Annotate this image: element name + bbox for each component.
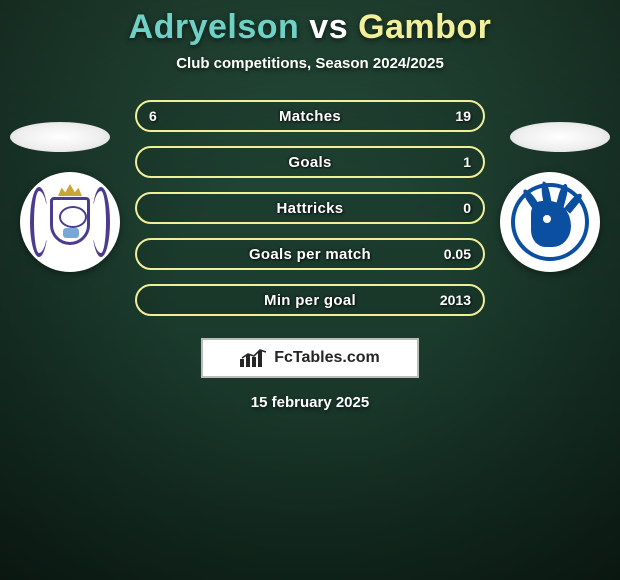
page-title: Adryelson vs Gambor [129,8,492,47]
anderlecht-crest [20,172,120,272]
chart-icon [240,349,268,367]
gent-crest [500,172,600,272]
attribution-text: FcTables.com [274,349,380,367]
match-date: 15 february 2025 [251,394,369,411]
stat-label: Goals [288,154,331,171]
gent-icon [511,183,589,261]
stats-list: 6 Matches 19 Goals 1 Hattricks 0 Goals per matc… [135,100,485,316]
infographic: Adryelson vs Gambor Club competitions, S… [0,0,620,580]
player-photo-left-placeholder [10,122,110,152]
anderlecht-icon [30,182,110,262]
player-photo-right-placeholder [510,122,610,152]
stat-row: Hattricks 0 [135,192,485,224]
stat-row: Goals per match 0.05 [135,238,485,270]
attribution-badge: FcTables.com [201,338,419,378]
stat-row: Goals 1 [135,146,485,178]
stat-row: Min per goal 2013 [135,284,485,316]
stat-value-right: 1 [463,154,471,170]
stat-value-right: 0 [463,200,471,216]
stat-value-left: 6 [149,108,157,124]
stat-value-right: 0.05 [444,246,471,262]
stat-label: Goals per match [249,246,371,263]
stat-value-right: 19 [455,108,471,124]
subtitle: Club competitions, Season 2024/2025 [176,55,444,72]
stat-value-right: 2013 [440,292,471,308]
stat-row: 6 Matches 19 [135,100,485,132]
stat-label: Matches [279,108,341,125]
stat-label: Min per goal [264,292,356,309]
stat-label: Hattricks [277,200,344,217]
